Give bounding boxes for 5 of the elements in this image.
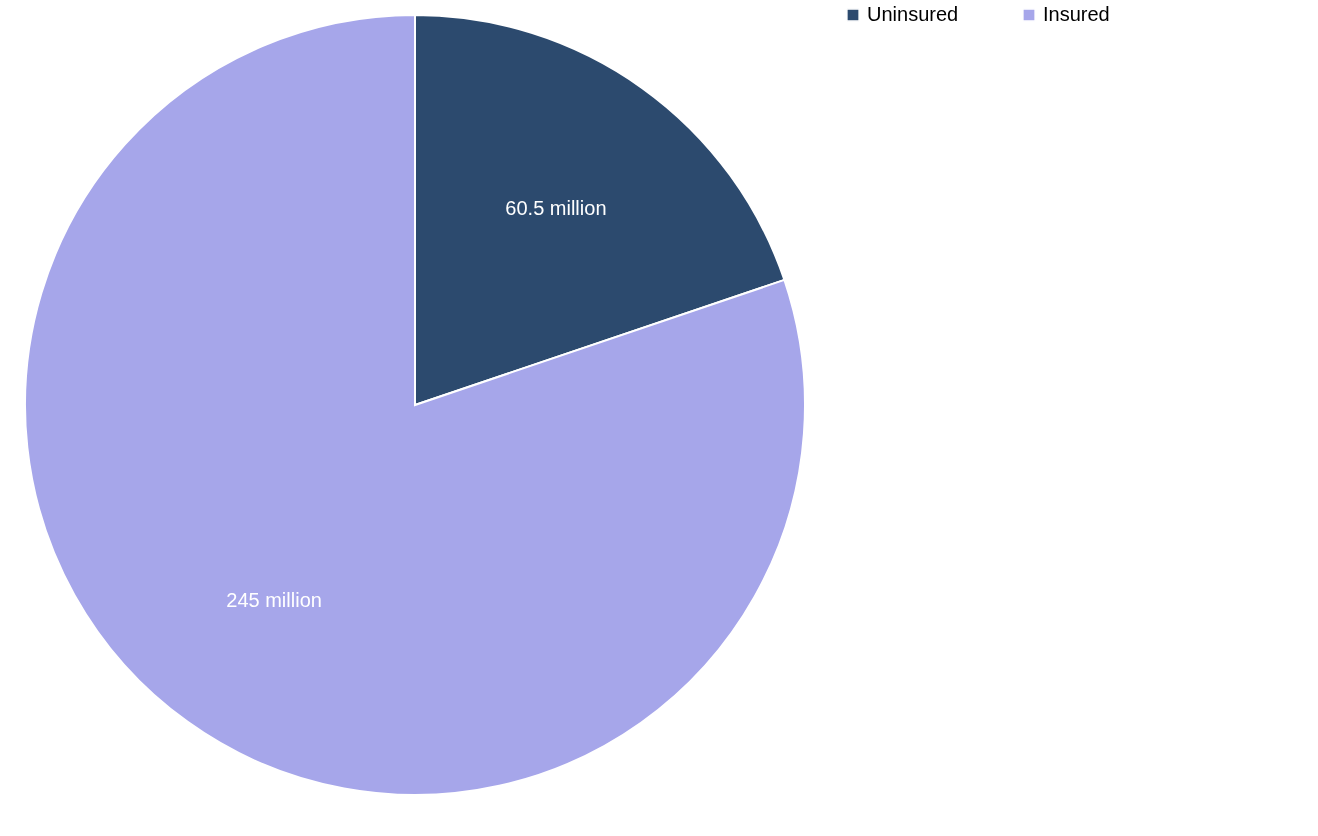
- pie-slice: [24, 14, 806, 796]
- legend-label: Insured: [1043, 3, 1110, 25]
- data-label: 60.5 million: [505, 196, 607, 219]
- data-label: 245 million: [226, 589, 322, 612]
- legend-label: Uninsured: [867, 3, 959, 25]
